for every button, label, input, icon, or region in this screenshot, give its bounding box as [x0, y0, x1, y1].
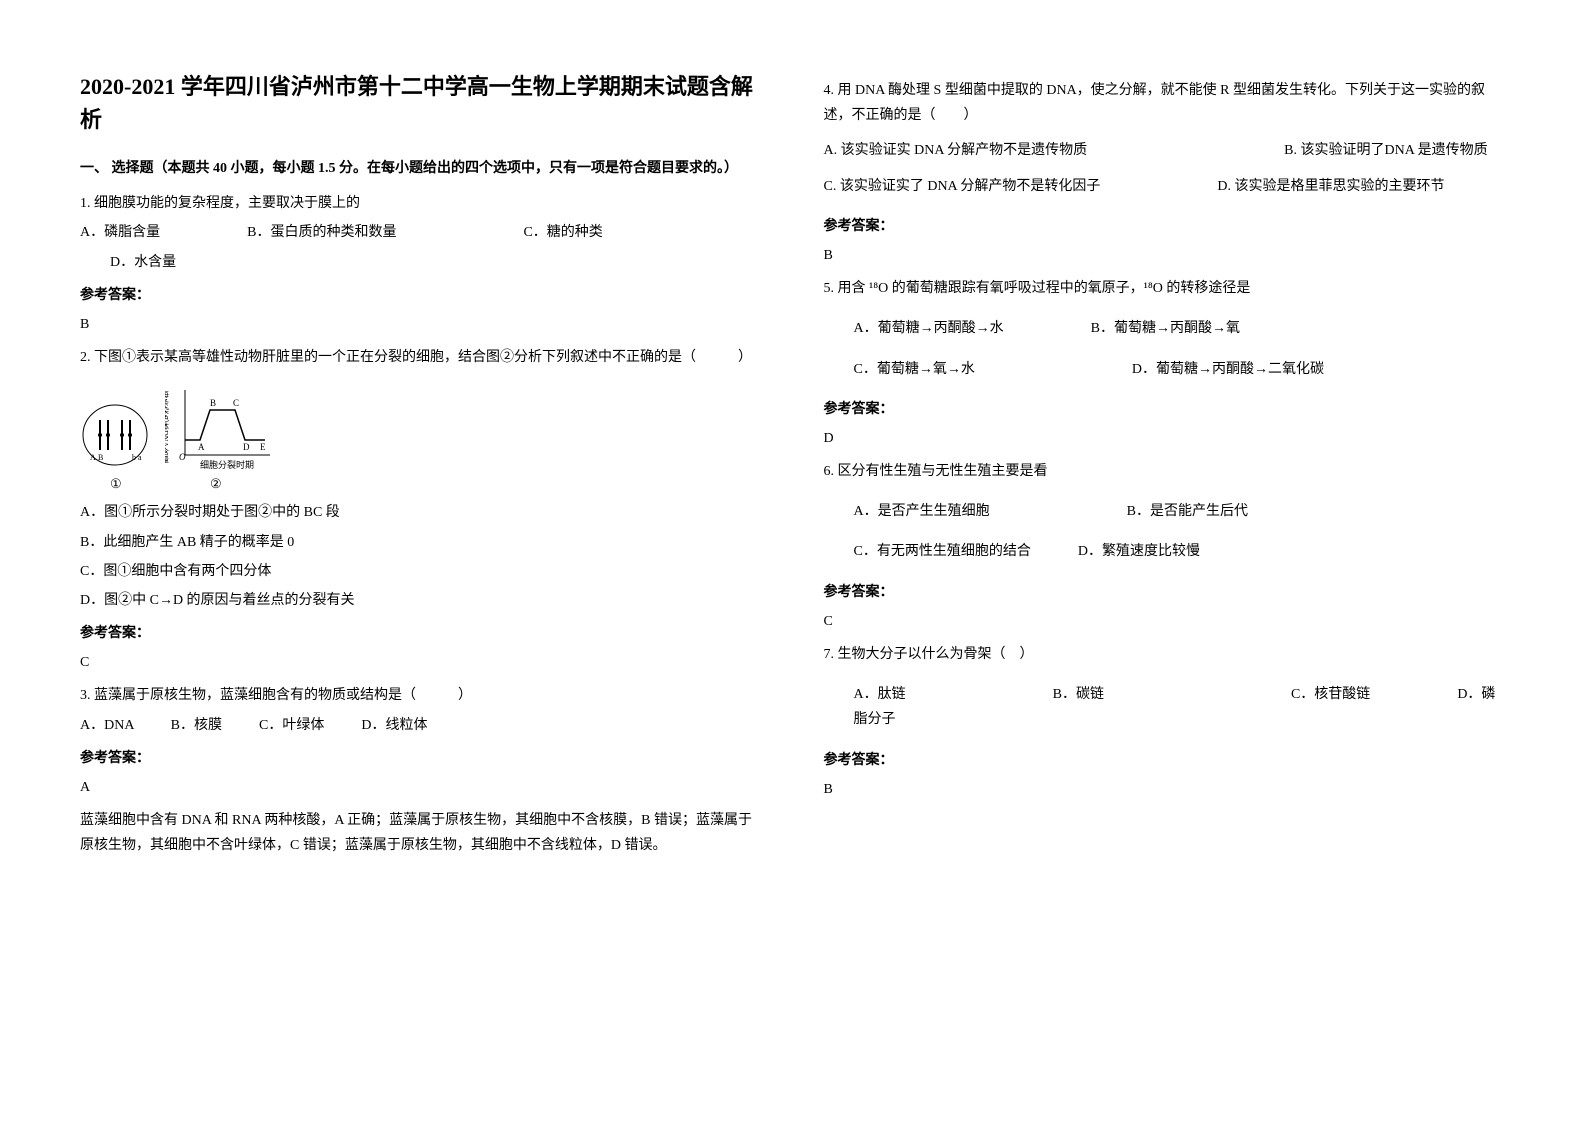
q4-optC: C. 该实验证实了 DNA 分解产物不是转化因子 [824, 179, 1101, 194]
q5-answer-label: 参考答案： [824, 397, 1508, 422]
q5-optA: A．葡萄糖→丙酮酸→水 [854, 321, 1004, 336]
q4-options-row1: A. 该实验证实 DNA 分解产物不是遗传物质 B. 该实验证明了DNA 是遗传… [824, 138, 1508, 163]
svg-text:b: b [132, 453, 136, 462]
q5-optD: D．葡萄糖→丙酮酸→二氧化碳 [1132, 362, 1324, 377]
svg-text:细胞分裂时期: 细胞分裂时期 [200, 459, 254, 470]
q2-diagram: A B b a A B C D E O 每条染色体DNA含量 细胞分裂时期 ① … [80, 380, 280, 490]
q7-options-row1: A．肽链 B．碳链 C．核苷酸链 D．磷脂分子 [824, 682, 1508, 732]
q5-optB: B．葡萄糖→丙酮酸→氧 [1091, 321, 1240, 336]
q1-answer-label: 参考答案： [80, 283, 764, 308]
q2-optA: A．图①所示分裂时期处于图②中的 BC 段 [80, 500, 764, 525]
q7-optD: D．磷脂分子 [854, 687, 1496, 727]
q7-optA: A．肽链 [854, 687, 906, 702]
q4-text: 4. 用 DNA 酶处理 S 型细菌中提取的 DNA，使之分解，就不能使 R 型… [824, 78, 1508, 128]
q3-optC: C．叶绿体 [259, 718, 324, 733]
q3-explanation: 蓝藻细胞中含有 DNA 和 RNA 两种核酸，A 正确；蓝藻属于原核生物，其细胞… [80, 808, 764, 858]
q7-answer-label: 参考答案： [824, 748, 1508, 773]
q2-fig1-label: ① [110, 472, 122, 495]
q6-options-row1: A．是否产生生殖细胞 B．是否能产生后代 [824, 499, 1508, 524]
q6-answer-label: 参考答案： [824, 580, 1508, 605]
q6-optC: C．有无两性生殖细胞的结合 [854, 544, 1031, 559]
document-title: 2020-2021 学年四川省泸州市第十二中学高一生物上学期期末试题含解析 [80, 70, 764, 136]
q2-optD: D．图②中 C→D 的原因与着丝点的分裂有关 [80, 588, 764, 613]
svg-text:A: A [90, 453, 96, 462]
q1-options-row1: A．磷脂含量 B．蛋白质的种类和数量 C．糖的种类 [80, 220, 764, 245]
q5-answer: D [824, 426, 1508, 451]
q3-options: A．DNA B．核膜 C．叶绿体 D．线粒体 [80, 713, 764, 738]
q4-answer: B [824, 243, 1508, 268]
q3-answer: A [80, 775, 764, 800]
q2-answer-label: 参考答案： [80, 621, 764, 646]
q7-optB: B．碳链 [1053, 687, 1104, 702]
q6-text: 6. 区分有性生殖与无性生殖主要是看 [824, 459, 1508, 484]
svg-text:A: A [198, 442, 205, 452]
q1-text: 1. 细胞膜功能的复杂程度，主要取决于膜上的 [80, 191, 764, 216]
svg-text:每条染色体DNA含量: 每条染色体DNA含量 [165, 389, 170, 463]
q3-text: 3. 蓝藻属于原核生物，蓝藻细胞含有的物质或结构是（ ） [80, 683, 764, 708]
q2-optB: B．此细胞产生 AB 精子的概率是 0 [80, 530, 764, 555]
q3-answer-label: 参考答案： [80, 746, 764, 771]
left-column: 2020-2021 学年四川省泸州市第十二中学高一生物上学期期末试题含解析 一、… [80, 70, 764, 1052]
q4-answer-label: 参考答案： [824, 214, 1508, 239]
q6-optB: B．是否能产生后代 [1127, 504, 1248, 519]
q1-optB: B．蛋白质的种类和数量 [247, 225, 396, 240]
svg-text:D: D [243, 442, 250, 452]
q4-optA: A. 该实验证实 DNA 分解产物不是遗传物质 [824, 143, 1088, 158]
q1-optD: D．水含量 [80, 250, 764, 275]
svg-text:a: a [138, 453, 142, 462]
q6-options-row2: C．有无两性生殖细胞的结合 D．繁殖速度比较慢 [824, 539, 1508, 564]
q6-optA: A．是否产生生殖细胞 [854, 504, 990, 519]
q2-text: 2. 下图①表示某高等雄性动物肝脏里的一个正在分裂的细胞，结合图②分析下列叙述中… [80, 345, 764, 370]
q2-fig2-label: ② [210, 472, 222, 495]
q5-text: 5. 用含 ¹⁸O 的葡萄糖跟踪有氧呼吸过程中的氧原子，¹⁸O 的转移途径是 [824, 276, 1508, 301]
section-header: 一、 选择题（本题共 40 小题，每小题 1.5 分。在每小题给出的四个选项中，… [80, 156, 764, 181]
q3-optD: D．线粒体 [361, 718, 427, 733]
q3-optA: A．DNA [80, 718, 134, 733]
q5-options-row1: A．葡萄糖→丙酮酸→水 B．葡萄糖→丙酮酸→氧 [824, 316, 1508, 341]
svg-text:C: C [233, 398, 239, 408]
q7-answer: B [824, 777, 1508, 802]
q7-text: 7. 生物大分子以什么为骨架（ ） [824, 642, 1508, 667]
q2-cell-icon: A B b a [80, 400, 150, 470]
q6-optD: D．繁殖速度比较慢 [1078, 544, 1200, 559]
q1-optC: C．糖的种类 [523, 225, 602, 240]
svg-text:B: B [210, 398, 216, 408]
q7-optC: C．核苷酸链 [1291, 687, 1370, 702]
q1-answer: B [80, 312, 764, 337]
q2-graph-icon: A B C D E O 每条染色体DNA含量 细胞分裂时期 [165, 380, 275, 480]
q4-options-row2: C. 该实验证实了 DNA 分解产物不是转化因子 D. 该实验是格里菲思实验的主… [824, 174, 1508, 199]
svg-text:B: B [98, 453, 103, 462]
q4-optD: D. 该实验是格里菲思实验的主要环节 [1217, 179, 1444, 194]
right-column: 4. 用 DNA 酶处理 S 型细菌中提取的 DNA，使之分解，就不能使 R 型… [824, 70, 1508, 1052]
q6-answer: C [824, 609, 1508, 634]
q2-answer: C [80, 650, 764, 675]
q5-optC: C．葡萄糖→氧→水 [854, 362, 975, 377]
svg-text:O: O [179, 452, 186, 462]
q1-optA: A．磷脂含量 [80, 225, 160, 240]
q4-optB: B. 该实验证明了DNA 是遗传物质 [1284, 143, 1487, 158]
q2-optC: C．图①细胞中含有两个四分体 [80, 559, 764, 584]
svg-text:E: E [260, 442, 266, 452]
q3-optB: B．核膜 [171, 718, 222, 733]
q5-options-row2: C．葡萄糖→氧→水 D．葡萄糖→丙酮酸→二氧化碳 [824, 357, 1508, 382]
